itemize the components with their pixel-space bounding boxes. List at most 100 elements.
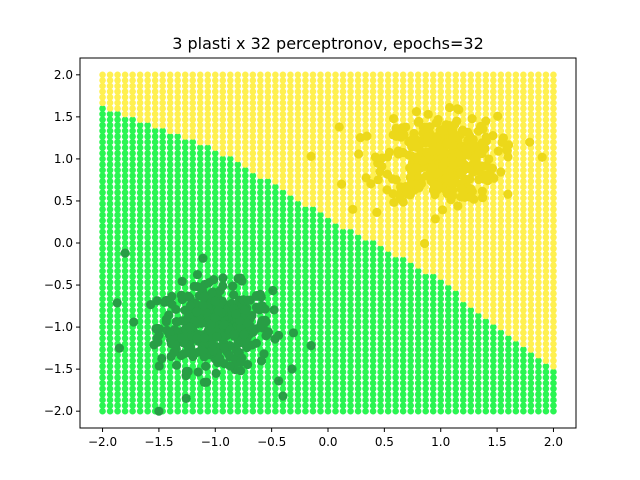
y-axis: −2.0−1.5−1.0−0.50.00.51.01.52.0 [44,68,80,418]
region-point [535,82,542,90]
region-point [151,396,159,404]
region-point [332,368,339,376]
region-point [317,150,324,157]
region-point [129,121,136,129]
region-point [339,250,347,258]
region-point [264,363,272,370]
region-point [294,312,302,320]
region-point [512,228,520,236]
region-point [490,335,497,342]
region-point [339,144,347,151]
region-point [444,211,452,219]
region-point [550,194,557,202]
region-point [520,178,527,185]
region-point [279,301,287,308]
region-point [490,295,497,303]
region-point [151,88,159,95]
region-point [257,178,264,185]
region-point [317,379,324,387]
region-point [324,407,332,415]
region-point [242,234,249,241]
region-point [377,256,384,264]
region-point [354,172,362,180]
region-point [467,368,475,376]
region-point [414,206,422,213]
region-point [444,312,452,320]
region-point [369,351,377,359]
region-point [189,250,197,258]
region-point [542,211,550,219]
region-point [324,110,332,118]
region-point [429,374,437,381]
region-point [339,234,347,241]
region-point [196,121,204,129]
region-point [99,155,106,163]
region-point [459,379,467,387]
region-point [242,267,249,275]
region-point [407,71,414,79]
region-point [467,228,475,236]
data-point [171,360,182,370]
region-point [437,262,445,269]
region-point [287,234,294,241]
region-point [234,116,242,123]
region-point [452,318,460,325]
region-point [114,206,121,213]
region-point [384,335,392,342]
region-point [279,267,287,275]
region-point [377,396,384,404]
region-point [347,217,354,224]
region-point [181,133,189,140]
region-point [136,357,144,365]
region-point [129,368,136,376]
region-point [475,93,482,101]
region-point [347,391,354,398]
region-point [497,329,505,337]
region-point [347,105,354,112]
region-point [294,189,302,196]
region-point [497,200,505,208]
region-point [429,245,437,252]
region-point [467,301,475,308]
region-point [294,138,302,146]
region-point [422,374,430,381]
region-point [429,284,437,292]
region-point [287,396,294,404]
region-point [99,121,106,129]
region-point [369,262,377,269]
region-point [527,239,535,247]
region-point [144,121,151,129]
region-point [196,178,204,185]
region-point [174,183,181,191]
region-point [189,239,197,247]
region-point [475,396,482,404]
region-point [159,211,166,219]
region-point [159,183,166,191]
region-point [279,262,287,269]
region-point [505,363,512,370]
region-point [227,138,234,146]
region-point [279,144,287,151]
region-point [550,211,557,219]
region-point [467,105,475,112]
region-point [211,245,219,252]
region-point [332,396,339,404]
region-point [287,351,294,359]
region-point [242,200,249,208]
region-point [467,295,475,303]
region-point [196,206,204,213]
region-point [467,357,475,365]
region-point [452,228,460,236]
region-point [542,138,550,146]
region-point [227,217,234,224]
region-point [294,133,302,140]
region-point [114,262,121,269]
region-point [459,250,467,258]
region-point [302,178,309,185]
region-point [317,116,324,123]
region-point [535,295,542,303]
region-point [339,172,347,180]
region-point [279,363,287,370]
region-point [144,144,151,151]
region-point [362,312,369,320]
